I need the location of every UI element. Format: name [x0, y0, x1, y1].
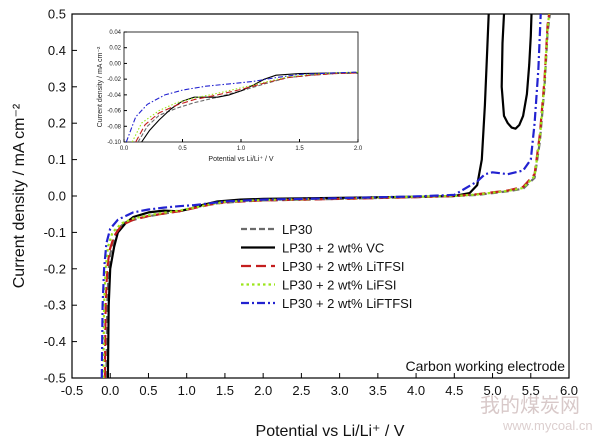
- series-line: [102, 14, 551, 378]
- legend-label: LP30: [282, 222, 312, 237]
- x-tick-label: -0.5: [61, 383, 83, 398]
- x-tick-label: 2.5: [292, 383, 310, 398]
- x-tick-label: 3.5: [369, 383, 387, 398]
- x-tick-label: 2.0: [354, 146, 363, 152]
- legend-label: LP30 + 2 wt% LiFTFSI: [282, 296, 412, 311]
- x-tick-label: 0.5: [139, 383, 157, 398]
- x-tick-label: 3.0: [331, 383, 349, 398]
- x-tick-label: 2.0: [254, 383, 272, 398]
- series-line: [137, 72, 358, 142]
- y-tick-label: -0.02: [107, 77, 121, 83]
- y-tick-label: -0.04: [107, 93, 121, 99]
- series-line: [500, 14, 533, 130]
- series-line: [100, 14, 542, 378]
- y-tick-label: 0.0: [48, 189, 66, 204]
- x-tick-label: 1.5: [295, 146, 304, 152]
- main-y-ticks: -0.5 -0.4 -0.3 -0.2 -0.1 0.0 0.1 0.2 0.3 0.4 0.5: [44, 7, 77, 386]
- x-tick-label: 5.5: [522, 383, 540, 398]
- series-line: [141, 72, 358, 142]
- y-tick-label: 0.02: [109, 46, 121, 52]
- y-tick-label: 0.2: [48, 116, 66, 131]
- y-tick-label: 0.5: [48, 7, 66, 22]
- main-x-axis-title: Potential vs Li/Li⁺ / V: [256, 423, 405, 440]
- legend-label: LP30 + 2 wt% LiFSI: [282, 278, 397, 293]
- main-series: [100, 14, 551, 378]
- y-tick-label: 0.04: [109, 30, 121, 36]
- y-tick-label: 0.00: [109, 61, 121, 67]
- watermark-url: www.mycoal.cn: [502, 418, 593, 433]
- x-tick-label: 6.0: [560, 383, 578, 398]
- main-x-ticks: -0.5 0.0 0.5 1.0 1.5 2.0 2.5 3.0 3.5 4.0 4.5 5.0 5.5…: [61, 373, 578, 398]
- x-tick-label: 0.0: [101, 383, 119, 398]
- x-tick-label: 0.0: [120, 146, 129, 152]
- y-tick-label: -0.10: [107, 140, 121, 146]
- x-tick-label: 1.0: [178, 383, 196, 398]
- series-line: [131, 71, 358, 142]
- chart-annotation: Carbon working electrode: [405, 358, 565, 374]
- series-line: [135, 72, 358, 142]
- y-tick-label: 0.3: [48, 79, 66, 94]
- inset-y-ticks: -0.10 -0.08 -0.06 -0.04 -0.02 0.00 0.02 0.04: [107, 30, 127, 146]
- legend-label: LP30 + 2 wt% VC: [282, 241, 384, 256]
- inset-plot-area: [123, 31, 359, 143]
- inset-x-axis-title: Potential vs Li/Li⁺ / V: [208, 156, 274, 163]
- x-tick-label: 1.5: [216, 383, 234, 398]
- watermark-text: 我的煤炭网: [480, 393, 580, 417]
- y-tick-label: -0.3: [44, 298, 66, 313]
- y-tick-label: -0.06: [107, 109, 121, 115]
- x-tick-label: 0.5: [178, 146, 187, 152]
- main-y-axis-title: Current density / mA cm⁻²: [11, 103, 28, 288]
- y-tick-label: -0.1: [44, 225, 66, 240]
- y-tick-label: 0.4: [48, 43, 66, 58]
- x-tick-label: 4.0: [407, 383, 425, 398]
- x-tick-label: 1.0: [237, 146, 246, 152]
- y-tick-label: -0.4: [44, 334, 66, 349]
- legend-label: LP30 + 2 wt% LiTFSI: [282, 259, 404, 274]
- x-tick-label: 4.5: [445, 383, 463, 398]
- inset-y-axis-title: Current density / mA cm⁻²: [97, 46, 104, 127]
- y-tick-label: -0.08: [107, 124, 121, 130]
- x-tick-label: 5.0: [483, 383, 501, 398]
- y-tick-label: -0.2: [44, 261, 66, 276]
- y-tick-label: -0.5: [44, 371, 66, 386]
- y-tick-label: 0.1: [48, 152, 66, 167]
- legend: LP30 LP30 + 2 wt% VC LP30 + 2 wt% LiTFSI LP…: [241, 222, 412, 311]
- series-line: [125, 71, 358, 142]
- inset-series: [125, 71, 358, 142]
